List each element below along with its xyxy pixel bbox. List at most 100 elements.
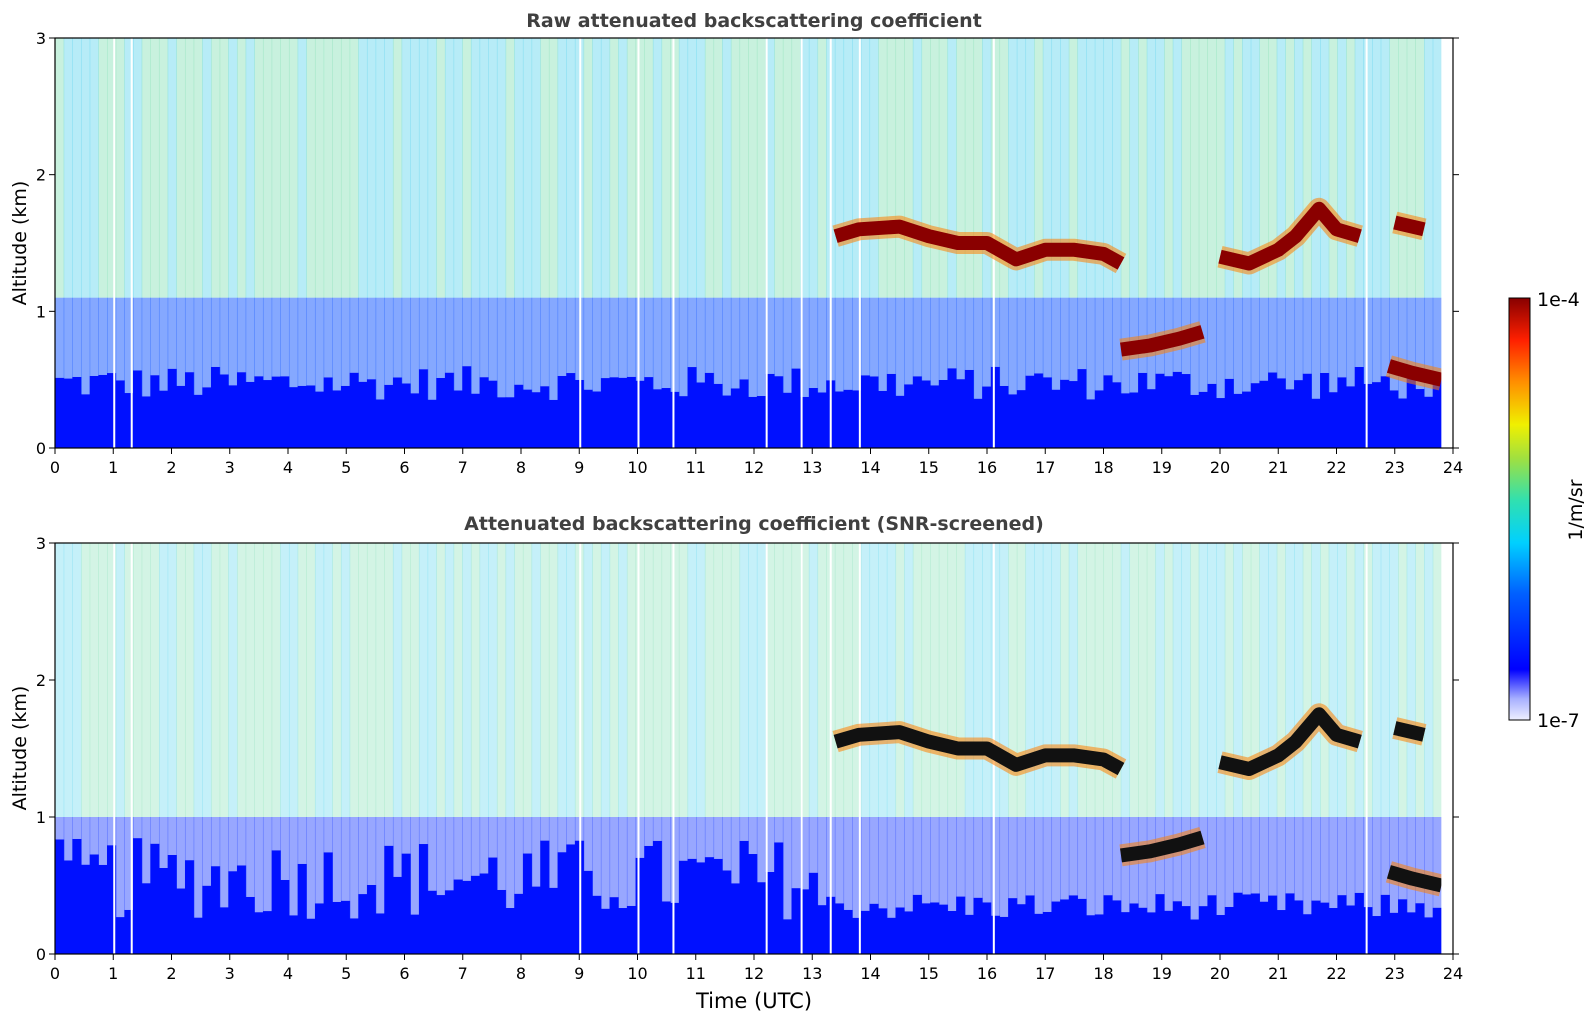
backscatter-cell — [55, 817, 65, 840]
backscatter-cell — [1294, 900, 1304, 954]
backscatter-cell — [1224, 543, 1234, 817]
x-tick-label: 8 — [516, 458, 526, 477]
cloud-layer — [1120, 830, 1205, 863]
backscatter-cell — [713, 38, 723, 298]
backscatter-cell — [1259, 901, 1269, 954]
x-tick-label: 24 — [1443, 458, 1463, 477]
backscatter-cell — [938, 817, 949, 905]
backscatter-cell — [1094, 390, 1105, 448]
backscatter-cell — [297, 817, 307, 864]
backscatter-cell — [228, 817, 238, 872]
backscatter-cell — [314, 543, 325, 817]
backscatter-cell — [626, 817, 637, 906]
backscatter-cell — [921, 38, 931, 298]
backscatter-cell — [306, 38, 316, 298]
backscatter-cell — [470, 38, 481, 298]
backscatter-cell — [990, 915, 1001, 954]
backscatter-cell — [782, 543, 793, 817]
backscatter-cell — [132, 838, 143, 954]
backscatter-cell — [1389, 38, 1399, 298]
backscatter-cell — [782, 392, 793, 448]
backscatter-cell — [1398, 38, 1408, 298]
backscatter-cell — [236, 543, 247, 817]
backscatter-cell — [678, 817, 689, 861]
backscatter-cell — [488, 817, 498, 858]
backscatter-cell — [1320, 902, 1330, 954]
backscatter-cell — [964, 914, 975, 954]
backscatter-cell — [956, 379, 966, 448]
backscatter-cell — [1060, 899, 1070, 954]
backscatter-cell — [106, 373, 117, 448]
backscatter-cell — [1207, 383, 1217, 448]
backscatter-cell — [522, 853, 533, 954]
backscatter-cell — [1190, 394, 1200, 448]
backscatter-cell — [678, 297, 689, 397]
backscatter-cell — [1094, 543, 1105, 817]
backscatter-cell — [1250, 543, 1260, 817]
backscatter-cell — [600, 543, 611, 817]
backscatter-cell — [1051, 389, 1061, 448]
backscatter-cell — [141, 396, 151, 448]
backscatter-cell — [280, 543, 290, 817]
backscatter-cell — [1432, 372, 1442, 448]
backscatter-cell — [982, 386, 992, 448]
backscatter-cell — [1008, 297, 1018, 395]
backscatter-cell — [808, 872, 819, 954]
backscatter-cell — [176, 817, 186, 889]
backscatter-cell — [852, 297, 862, 391]
backscatter-cell — [930, 38, 940, 298]
backscatter-cell — [124, 543, 134, 817]
backscatter-cell — [1346, 386, 1356, 448]
panel-raw-ylabel: Altitude (km) — [9, 181, 31, 306]
x-tick-label: 15 — [919, 458, 939, 477]
backscatter-cell — [774, 543, 784, 817]
backscatter-cell — [193, 297, 203, 395]
backscatter-cell — [254, 38, 264, 298]
x-tick-label: 18 — [1093, 964, 1113, 983]
backscatter-cell — [366, 817, 377, 885]
backscatter-cell — [392, 543, 403, 817]
backscatter-cell — [1112, 817, 1122, 901]
backscatter-cell — [245, 38, 255, 298]
backscatter-cell — [1311, 900, 1321, 954]
backscatter-cell — [1311, 38, 1321, 298]
backscatter-cell — [219, 374, 229, 448]
backscatter-cell — [167, 368, 177, 448]
backscatter-cell — [141, 543, 151, 817]
backscatter-cell — [349, 38, 359, 298]
backscatter-cell — [730, 883, 741, 954]
backscatter-cell — [1172, 543, 1183, 817]
backscatter-cell — [80, 38, 91, 298]
backscatter-cell — [505, 908, 515, 954]
backscatter-cell — [392, 38, 403, 298]
backscatter-cell — [1103, 38, 1113, 298]
backscatter-cell — [644, 377, 654, 448]
backscatter-cell — [678, 396, 689, 448]
backscatter-cell — [401, 38, 411, 298]
backscatter-cell — [583, 870, 593, 954]
backscatter-cell — [999, 916, 1009, 954]
backscatter-cell — [193, 394, 203, 448]
backscatter-cell — [1372, 543, 1382, 817]
backscatter-cell — [860, 375, 871, 448]
backscatter-cell — [271, 38, 281, 298]
backscatter-cell — [1276, 378, 1286, 448]
backscatter-cell — [1415, 297, 1425, 390]
backscatter-cell — [791, 368, 801, 448]
backscatter-cell — [418, 543, 429, 817]
backscatter-cell — [410, 817, 420, 915]
backscatter-cell — [288, 543, 299, 817]
backscatter-cell — [444, 890, 455, 954]
backscatter-cell — [427, 890, 437, 954]
backscatter-cell — [106, 543, 117, 817]
x-tick-label: 9 — [574, 964, 584, 983]
backscatter-cell — [895, 38, 905, 298]
backscatter-cell — [886, 917, 897, 954]
backscatter-cell — [1363, 297, 1373, 384]
backscatter-cell — [973, 38, 983, 298]
backscatter-cell — [332, 38, 342, 298]
backscatter-cell — [63, 860, 73, 954]
backscatter-cell — [115, 38, 125, 298]
backscatter-cell — [609, 897, 619, 954]
backscatter-cell — [609, 38, 619, 298]
